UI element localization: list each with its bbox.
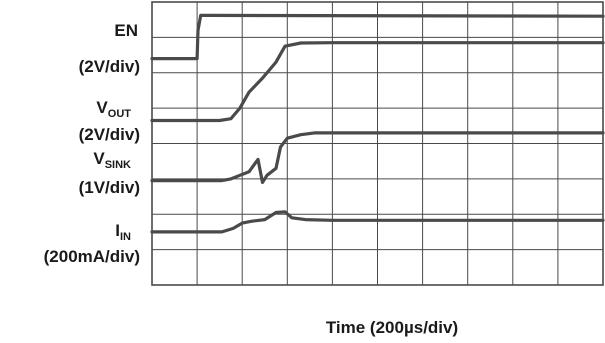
label-iin-sub: IN <box>120 231 131 243</box>
label-vsink-main: V <box>93 149 105 168</box>
label-vsink-sub: SINK <box>105 159 131 171</box>
x-axis-label: Time (200µs/div) <box>326 318 458 337</box>
traces <box>150 13 605 234</box>
trace-en <box>150 13 605 61</box>
label-iin-main: I <box>115 221 120 240</box>
trace-vout <box>150 41 605 123</box>
label-vout-main: V <box>96 98 108 117</box>
trace-iin <box>150 210 605 234</box>
label-en: EN <box>114 21 138 40</box>
scale-vsink: (1V/div) <box>79 178 140 197</box>
scale-vout: (2V/div) <box>79 125 140 144</box>
trace-vsink <box>150 131 605 184</box>
label-vout: VOUT <box>96 98 131 120</box>
scale-en: (2V/div) <box>79 57 140 76</box>
scale-iin: (200mA/div) <box>44 247 140 266</box>
label-vout-sub: OUT <box>108 108 132 120</box>
label-iin: IIN <box>115 221 131 243</box>
label-vsink: VSINK <box>93 149 131 171</box>
